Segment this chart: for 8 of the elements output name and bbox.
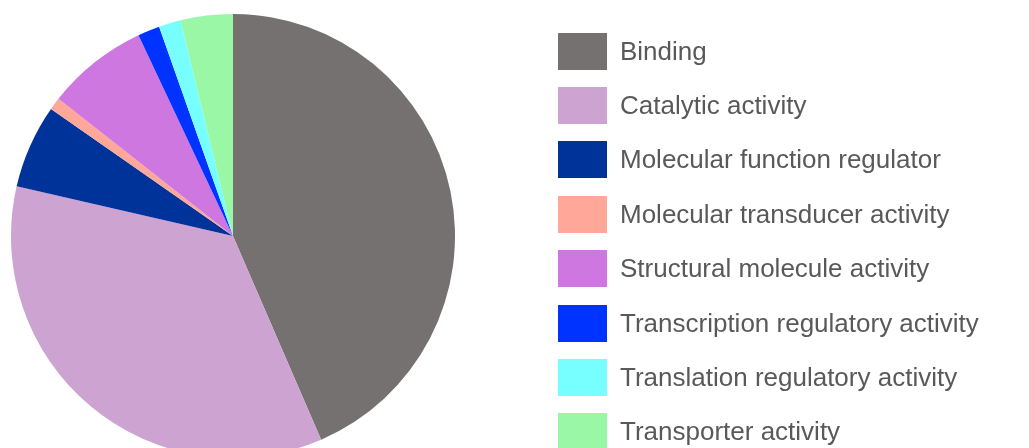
legend-label: Binding xyxy=(620,35,707,67)
legend-label: Translation regulatory activity xyxy=(620,362,958,394)
legend-label: Structural molecule activity xyxy=(620,253,930,285)
legend-label: Catalytic activity xyxy=(620,90,807,122)
legend-label: Molecular transducer activity xyxy=(620,198,950,230)
legend-label: Molecular function regulator xyxy=(620,144,941,176)
legend-label: Transcription regulatory activity xyxy=(620,307,979,339)
legend-label: Transporter activity xyxy=(620,416,841,448)
